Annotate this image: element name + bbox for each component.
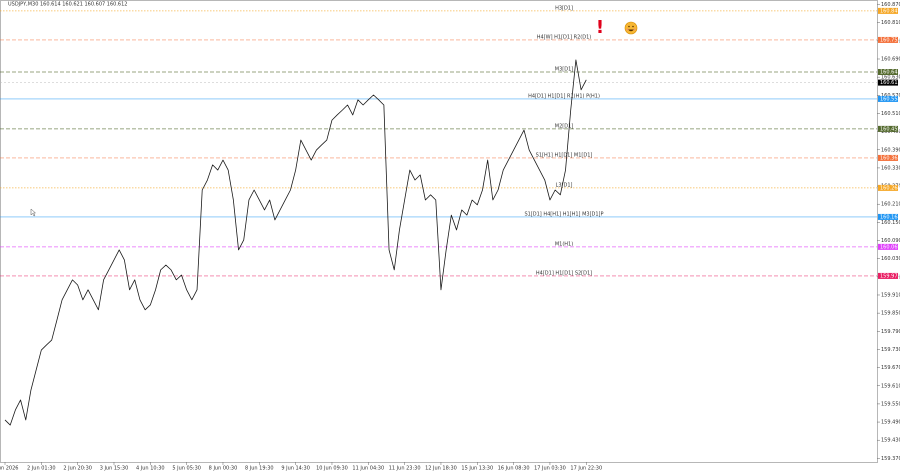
level-price: 160.264 [880, 185, 900, 191]
level-label: S1[H1] H1[D1] M1[D1] [536, 152, 593, 158]
level-label: H4[D1] H1[D1] R1(H1) P(H1) [528, 93, 600, 99]
y-tick-label: 160.030 [881, 256, 900, 262]
y-tick-label: 159.370 [881, 456, 900, 462]
y-tick-label: 160.570 [881, 93, 900, 99]
level-price-box [878, 69, 898, 76]
y-tick-label: 160.510 [881, 111, 900, 117]
smiley-icon [624, 21, 638, 35]
cursor-icon [30, 208, 37, 217]
alert-icon: ! [596, 17, 604, 38]
y-tick-label: 160.390 [881, 147, 900, 153]
level-label: S1[D1] H4[H1] H1[H1] M3[D1]P [524, 211, 603, 217]
y-tick-label: 160.810 [881, 20, 900, 26]
y-tick-label: 160.090 [881, 238, 900, 244]
level-price: 160.069 [880, 244, 900, 250]
level-price: 160.558 [880, 96, 900, 102]
level-price: 160.168 [880, 214, 900, 220]
x-tick-label: 8 Jun 00:30 [209, 466, 238, 472]
level-price: 160.753 [880, 37, 900, 43]
level-price-box [878, 243, 898, 250]
level-price-box [878, 95, 898, 102]
y-tick-label: 160.330 [881, 165, 900, 171]
x-tick-label: 5 Jun 05:30 [172, 466, 201, 472]
level-price: 159.973 [880, 273, 900, 279]
level-label: L3[D1] [556, 182, 573, 188]
level-price-box [878, 7, 898, 14]
level-price-box [878, 272, 898, 279]
plot-frame [0, 0, 878, 463]
y-tick-label: 159.790 [881, 329, 900, 335]
level-price-box [878, 154, 898, 161]
x-tick-label: 16 Jun 08:30 [498, 466, 530, 472]
y-tick-label: 159.430 [881, 438, 900, 444]
level-label: H4[D1] H1[D1] S2[D1] [536, 270, 592, 276]
level-label: H3[D1] [555, 5, 573, 11]
x-tick-label: 17 Jun 22:30 [570, 466, 602, 472]
level-price-box [878, 125, 898, 132]
level-price: 160.849 [880, 8, 900, 14]
y-tick-label: 160.690 [881, 56, 900, 62]
level-label: H4[W] H1[D1] R2(D1) [537, 34, 591, 40]
y-tick-label: 159.610 [881, 383, 900, 389]
x-tick-label: 12 Jun 18:30 [425, 466, 457, 472]
level-price: 160.647 [880, 70, 900, 76]
level-price: 160.363 [880, 155, 900, 161]
y-tick-label: 159.670 [881, 365, 900, 371]
x-tick-label: 9 Jun 14:30 [281, 466, 310, 472]
x-tick-label: 1 Jun 2026 [0, 466, 18, 472]
y-tick-label: 159.850 [881, 311, 900, 317]
x-tick-label: 2 Jun 01:30 [27, 466, 56, 472]
x-tick-label: 3 Jun 15:30 [100, 466, 129, 472]
y-tick-label: 159.730 [881, 347, 900, 353]
x-tick-label: 17 Jun 03:30 [534, 466, 566, 472]
chart-title: USDJPY,M30 160.614 160.621 160.607 160.6… [8, 2, 127, 8]
x-tick-label: 11 Jun 23:30 [389, 466, 421, 472]
y-tick-label: 160.630 [881, 75, 900, 81]
level-price-box [878, 36, 898, 43]
y-tick-label: 159.490 [881, 420, 900, 426]
y-tick-label: 159.550 [881, 401, 900, 407]
y-tick-label: 160.210 [881, 202, 900, 208]
level-price-box [878, 213, 898, 220]
current-price-box [878, 79, 898, 86]
level-label: M2[D1] [555, 123, 573, 129]
level-price: 160.459 [880, 126, 900, 132]
y-tick-label: 159.910 [881, 292, 900, 298]
x-tick-label: 10 Jun 09:30 [316, 466, 348, 472]
x-tick-label: 2 Jun 20:30 [63, 466, 92, 472]
x-tick-label: 4 Jun 10:30 [136, 466, 165, 472]
level-label: M3[D1] [555, 67, 573, 73]
price-line [4, 59, 587, 426]
y-tick-label: 160.150 [881, 220, 900, 226]
x-tick-label: 8 Jun 19:30 [245, 466, 274, 472]
y-tick-label: 160.450 [881, 129, 900, 135]
y-tick-label: 160.870 [881, 2, 900, 8]
level-label: M1(H1) [555, 241, 573, 247]
current-price: 160.612 [880, 80, 900, 86]
x-tick-label: 11 Jun 04:30 [352, 466, 384, 472]
level-price-box [878, 184, 898, 191]
x-tick-label: 15 Jun 13:30 [461, 466, 493, 472]
